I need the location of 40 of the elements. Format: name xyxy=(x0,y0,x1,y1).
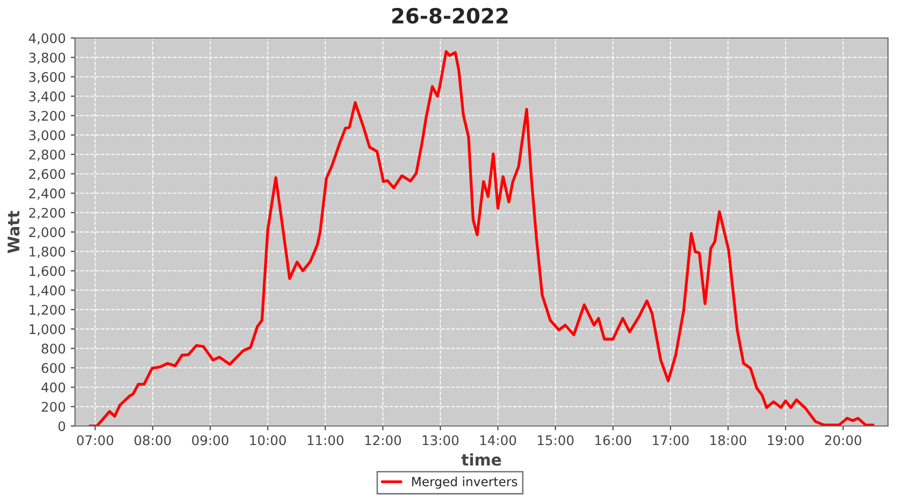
y-tick-label: 200 xyxy=(42,402,66,412)
y-tick-label: 3,600 xyxy=(29,72,66,84)
y-tick-label: 3,200 xyxy=(29,110,66,122)
y-axis-title: Watt xyxy=(8,210,20,254)
y-tick-label: 1,000 xyxy=(30,324,66,336)
y-tick-label: 4,000 xyxy=(28,33,66,45)
y-tick-label: 2,200 xyxy=(29,208,66,220)
y-tick-label: 800 xyxy=(42,344,66,354)
y-tick-label: 2,000 xyxy=(29,227,66,239)
y-tick-label: 1,800 xyxy=(30,246,66,258)
y-tick-label: 1,600 xyxy=(30,266,66,278)
legend-label: Merged inverters xyxy=(412,476,518,489)
x-tick-label: 10:00 xyxy=(250,435,286,446)
y-tick-label: 1,200 xyxy=(30,304,66,316)
x-tick-label: 08:00 xyxy=(134,435,171,446)
y-tick-label: 3,800 xyxy=(29,52,66,64)
y-tick-label: 2,400 xyxy=(29,188,66,200)
x-tick-label: 14:00 xyxy=(480,435,516,446)
line-series xyxy=(88,50,874,426)
x-tick-label: 09:00 xyxy=(192,435,228,446)
x-tick-label: 07:00 xyxy=(76,435,114,446)
x-tick-label: 17:00 xyxy=(652,435,689,446)
x-tick-label: 15:00 xyxy=(538,435,574,446)
y-tick-label: 2,800 xyxy=(29,150,66,161)
y-tick-label: 0 xyxy=(58,421,66,432)
x-tick-label: 20:00 xyxy=(825,435,862,446)
x-tick-label: 16:00 xyxy=(595,435,632,446)
x-tick-label: 11:00 xyxy=(308,435,344,446)
y-tick-label: 400 xyxy=(41,382,66,392)
y-tick-label: 600 xyxy=(42,363,66,373)
x-axis-title: time xyxy=(461,453,502,466)
x-tick-label: 18:00 xyxy=(710,435,746,446)
x-tick-label: 19:00 xyxy=(768,435,804,446)
x-tick-label: 13:00 xyxy=(422,435,458,446)
x-tick-label: 12:00 xyxy=(365,435,401,446)
y-tick-label: 1,400 xyxy=(30,285,66,297)
y-tick-label: 3,400 xyxy=(29,91,66,103)
y-tick-label: 2,600 xyxy=(29,169,66,180)
y-tick-label: 3,000 xyxy=(29,130,66,142)
chart-title: 26-8-2022 xyxy=(392,8,508,24)
